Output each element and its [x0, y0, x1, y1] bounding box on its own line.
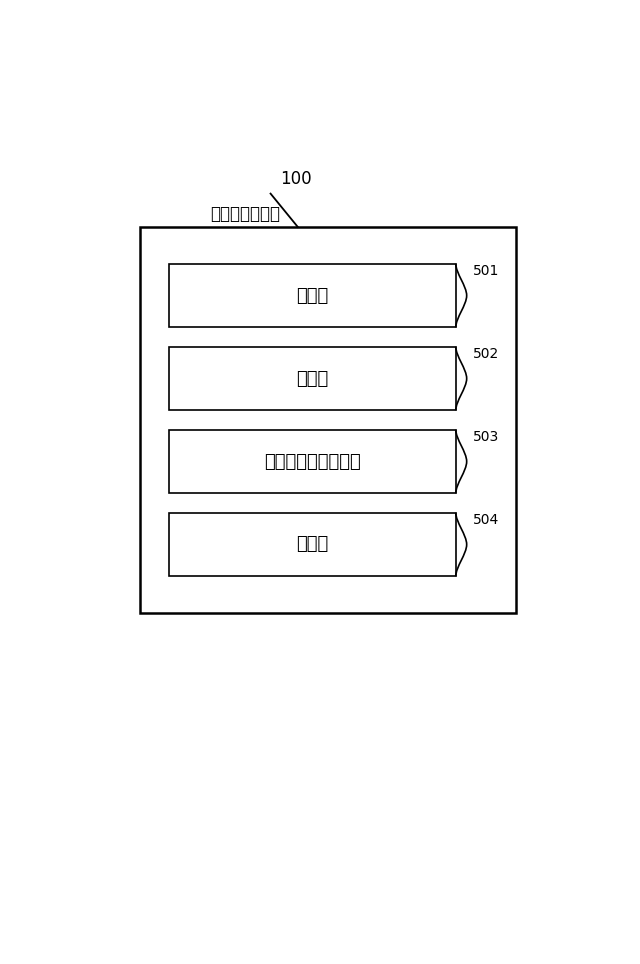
Text: 504: 504	[472, 513, 499, 526]
Bar	[169, 513, 456, 576]
Text: 受取可否情報取得部: 受取可否情報取得部	[264, 452, 361, 470]
Text: 100: 100	[280, 170, 312, 188]
Text: 取得部: 取得部	[296, 286, 329, 305]
Text: 501: 501	[472, 264, 499, 278]
Text: 502: 502	[472, 347, 499, 361]
Bar	[140, 227, 516, 613]
Bar	[169, 430, 456, 494]
Text: 管理部: 管理部	[296, 369, 329, 388]
Bar	[169, 347, 456, 411]
Text: 503: 503	[472, 430, 499, 443]
Text: ファクスサーバ: ファクスサーバ	[210, 205, 280, 224]
Text: 送信部: 送信部	[296, 535, 329, 553]
Bar	[169, 264, 456, 328]
